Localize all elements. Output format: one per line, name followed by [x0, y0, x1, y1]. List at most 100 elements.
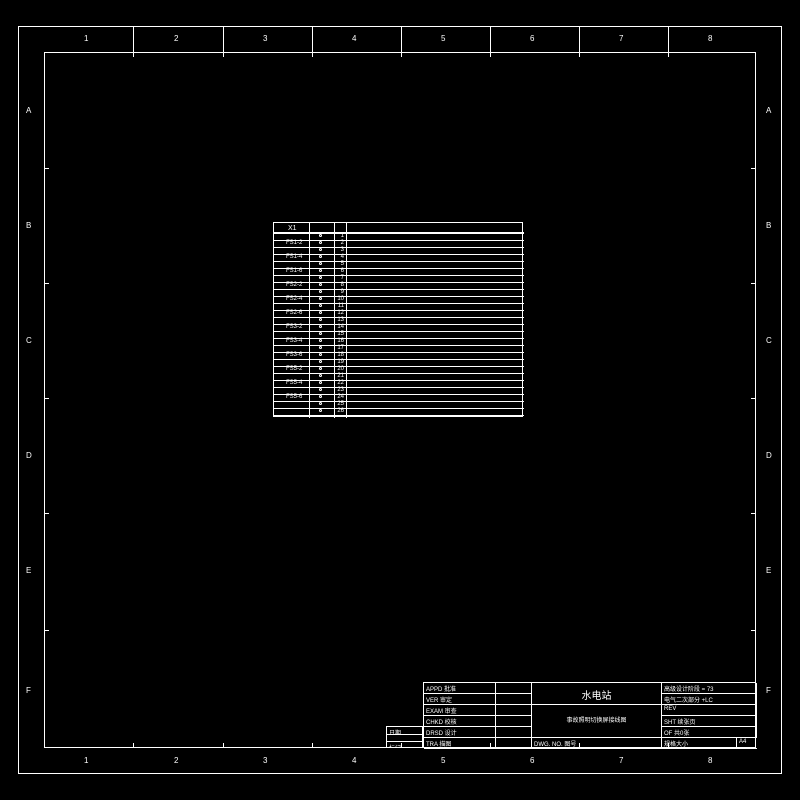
grid-row-right: F — [766, 686, 771, 695]
terminal-dot — [319, 367, 322, 370]
terminal-number: 13 — [336, 317, 344, 323]
terminal-dot — [319, 409, 322, 412]
tb-left-cell: 日期 — [387, 727, 422, 734]
tb-sign-val — [496, 694, 532, 705]
grid-row-left: D — [26, 451, 32, 460]
terminal-dot — [319, 339, 322, 342]
grid-row-right: B — [766, 221, 771, 230]
terminal-dot — [319, 353, 322, 356]
terminal-dot — [319, 234, 322, 237]
tb-sign-row: VER 审定 — [424, 694, 496, 705]
grid-row-right: E — [766, 566, 771, 575]
terminal-number: 8 — [336, 282, 344, 288]
terminal-number: 20 — [336, 366, 344, 372]
grid-row-right: D — [766, 451, 772, 460]
tb-size: 规格大小 — [662, 738, 737, 749]
terminal-number: 18 — [336, 352, 344, 358]
tb-sign-val — [496, 738, 532, 749]
tb-meta-top: 高级设计阶段 = 73 — [662, 683, 757, 694]
grid-col-top: 8 — [708, 34, 712, 43]
tb-left-cell: 标记 — [387, 741, 422, 748]
grid-col-top: 7 — [619, 34, 623, 43]
terminal-number: 11 — [336, 303, 344, 309]
terminal-dot — [319, 318, 322, 321]
tb-sign-row: CHKD 校核 — [424, 716, 496, 727]
tb-station: 水电站 — [532, 683, 662, 705]
terminal-number: 6 — [336, 268, 344, 274]
grid-row-left: E — [26, 566, 31, 575]
title-block-left: 日期标记 — [386, 726, 423, 748]
terminal-dot — [319, 381, 322, 384]
terminal-dot — [319, 248, 322, 251]
terminal-wire-label: FS1-2 — [286, 240, 302, 246]
terminal-dot — [319, 346, 322, 349]
grid-col-bottom: 1 — [84, 756, 88, 765]
terminal-wire-label: FS5-2 — [286, 366, 302, 372]
tb-sign-row: DRSD 设计 — [424, 727, 496, 738]
terminal-wire-label: FS3-2 — [286, 324, 302, 330]
tb-sign-val — [496, 705, 532, 716]
grid-col-bottom: 8 — [708, 756, 712, 765]
terminal-dot — [319, 304, 322, 307]
terminal-dot — [319, 388, 322, 391]
grid-row-left: C — [26, 336, 32, 345]
terminal-number: 23 — [336, 387, 344, 393]
title-block: APPD 批准VER 审定EXAM 审查CHKD 校核DRSD 设计TRA 描图… — [423, 682, 756, 748]
terminal-number: 12 — [336, 310, 344, 316]
terminal-dot — [319, 332, 322, 335]
terminal-wire-label: FS1-4 — [286, 254, 302, 260]
terminal-block: X1FS1-2FS1-4FS1-6FS2-2FS2-4FS2-6FS3-2FS3… — [273, 222, 523, 417]
terminal-wire-label: FS2-4 — [286, 296, 302, 302]
terminal-number: 4 — [336, 254, 344, 260]
terminal-dot — [319, 290, 322, 293]
terminal-number: 9 — [336, 289, 344, 295]
terminal-dot — [319, 283, 322, 286]
grid-col-bottom: 3 — [263, 756, 267, 765]
tb-sign-row: TRA 描图 — [424, 738, 496, 749]
terminal-number: 17 — [336, 345, 344, 351]
terminal-wire-label: FS3-6 — [286, 352, 302, 358]
terminal-number: 15 — [336, 331, 344, 337]
terminal-dot — [319, 297, 322, 300]
terminal-dot — [319, 269, 322, 272]
grid-col-top: 2 — [174, 34, 178, 43]
grid-col-bottom: 6 — [530, 756, 534, 765]
terminal-wire-label: FS2-2 — [286, 282, 302, 288]
terminal-dot — [319, 402, 322, 405]
grid-col-bottom: 4 — [352, 756, 356, 765]
tb-rev: REV — [662, 705, 757, 716]
terminal-wire-label: FS5-6 — [286, 394, 302, 400]
tb-sign-val — [496, 727, 532, 738]
terminal-number: 21 — [336, 373, 344, 379]
tb-dwg-no: DWG. NO. 图号 — [532, 738, 662, 749]
grid-col-bottom: 2 — [174, 756, 178, 765]
grid-col-bottom: 5 — [441, 756, 445, 765]
terminal-number: 14 — [336, 324, 344, 330]
terminal-number: 24 — [336, 394, 344, 400]
terminal-dot — [319, 255, 322, 258]
terminal-dot — [319, 311, 322, 314]
grid-row-left: B — [26, 221, 31, 230]
terminal-dot — [319, 241, 322, 244]
grid-col-top: 4 — [352, 34, 356, 43]
terminal-wire-label: FS2-6 — [286, 310, 302, 316]
grid-col-bottom: 7 — [619, 756, 623, 765]
terminal-number: 3 — [336, 247, 344, 253]
terminal-header: X1 — [288, 225, 297, 232]
grid-row-right: C — [766, 336, 772, 345]
terminal-number: 7 — [336, 275, 344, 281]
terminal-number: 25 — [336, 401, 344, 407]
grid-row-right: A — [766, 106, 771, 115]
terminal-dot — [319, 276, 322, 279]
terminal-dot — [319, 262, 322, 265]
terminal-number: 1 — [336, 233, 344, 239]
tb-sign-row: APPD 批准 — [424, 683, 496, 694]
grid-row-left: F — [26, 686, 31, 695]
tb-left-cell — [387, 734, 422, 741]
terminal-number: 16 — [336, 338, 344, 344]
terminal-number: 26 — [336, 408, 344, 414]
tb-size-val: A4 — [737, 738, 757, 749]
terminal-number: 10 — [336, 296, 344, 302]
grid-col-top: 5 — [441, 34, 445, 43]
terminal-wire-label: FS3-4 — [286, 338, 302, 344]
